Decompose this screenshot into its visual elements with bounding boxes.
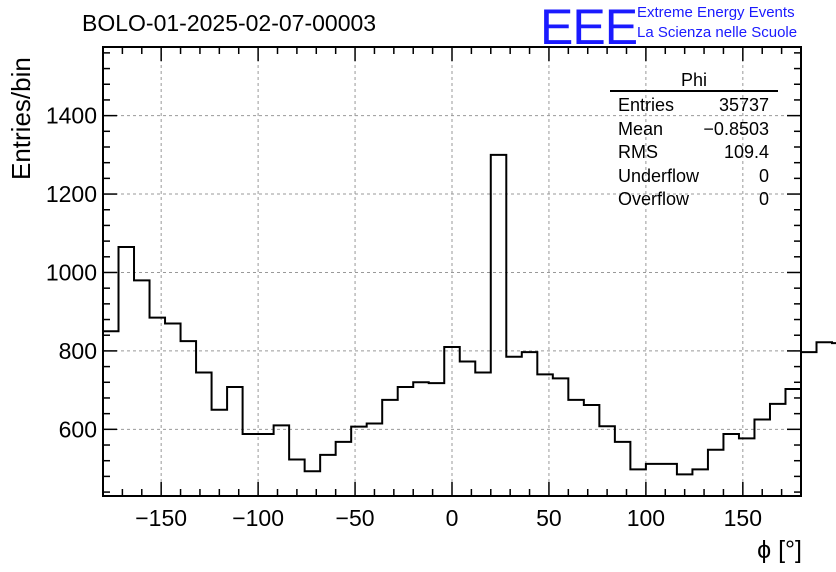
eee-logo: EEE xyxy=(540,0,638,55)
tick-labels: −150 −100 −50 0 50 100 150 600 800 1000 1200 1400 xyxy=(46,103,762,531)
grid-lines xyxy=(103,47,801,496)
stats-row-mean: Mean −0.8503 xyxy=(610,118,778,142)
stats-title: Phi xyxy=(610,70,778,92)
brand-line-1: Extreme Energy Events xyxy=(637,4,795,21)
stats-label: Overflow xyxy=(618,189,690,209)
stats-label: Underflow xyxy=(618,165,700,186)
y-tick-label: 800 xyxy=(59,338,97,364)
stats-value: 109.4 xyxy=(723,142,769,162)
y-tick-label: 1000 xyxy=(46,259,97,285)
stats-row-entries: Entries 35737 xyxy=(610,94,778,118)
stats-label: Mean xyxy=(618,118,664,139)
axis-ticks xyxy=(103,47,801,496)
x-tick-label: −150 xyxy=(135,505,187,531)
plot-title: BOLO-01-2025-02-07-00003 xyxy=(82,10,377,36)
x-tick-label: −100 xyxy=(232,505,284,531)
histogram-step-line xyxy=(103,153,836,476)
y-axis-label: Entries/bin xyxy=(6,57,36,180)
stats-row-rms: RMS 109.4 xyxy=(610,141,778,165)
y-tick-label: 600 xyxy=(59,416,97,442)
brand-line-2: La Scienza nelle Scuole xyxy=(637,24,798,41)
stats-label: Entries xyxy=(618,95,675,115)
x-tick-label: 150 xyxy=(724,505,762,531)
stats-value: 0 xyxy=(758,165,769,186)
stats-value: 0 xyxy=(758,189,769,209)
y-tick-label: 1200 xyxy=(46,181,97,207)
x-tick-label: 0 xyxy=(446,505,459,531)
stats-row-overflow: Overflow 0 xyxy=(610,188,778,212)
x-tick-label: 100 xyxy=(627,505,665,531)
y-tick-label: 1400 xyxy=(46,103,97,129)
stats-row-underflow: Underflow 0 xyxy=(610,165,778,189)
stats-value: −0.8503 xyxy=(703,118,769,139)
x-tick-label: −50 xyxy=(336,505,375,531)
x-tick-label: 50 xyxy=(536,505,562,531)
stats-value: 35737 xyxy=(718,95,769,115)
stats-box: Phi Entries 35737 Mean −0.8503 RMS 109.4… xyxy=(610,70,778,212)
plot-frame xyxy=(102,46,802,497)
x-axis-label: ϕ [°] xyxy=(757,536,802,564)
stats-label: RMS xyxy=(618,142,658,162)
